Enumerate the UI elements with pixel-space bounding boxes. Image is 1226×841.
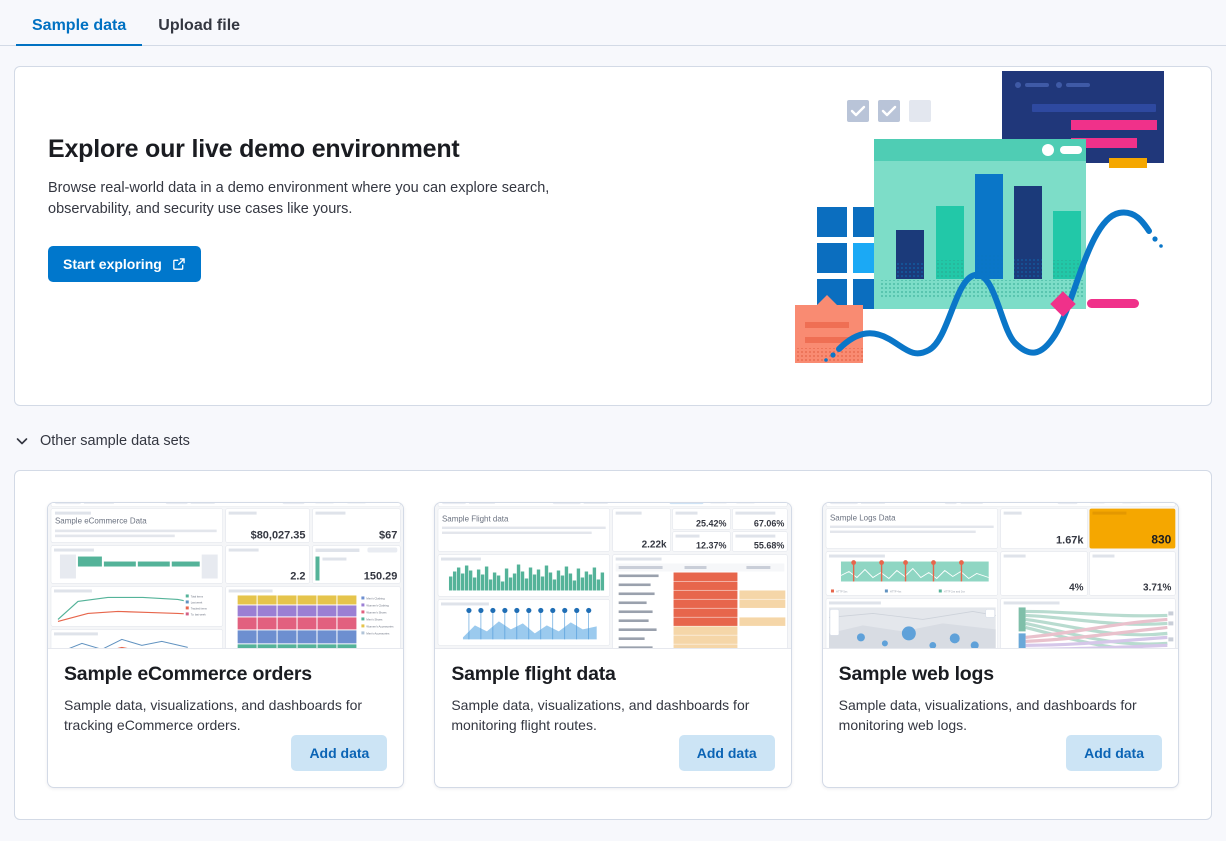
- flight-dashboard-thumbnail: Sample Flight data 2.22k 25.42% 67.06% 1…: [435, 503, 791, 649]
- sample-data-card-flights[interactable]: Sample Flight data 2.22k 25.42% 67.06% 1…: [434, 502, 792, 788]
- card-title: Sample web logs: [838, 663, 994, 685]
- svg-text:HTTP 2xx and 3xx: HTTP 2xx and 3xx: [943, 589, 965, 593]
- salmon-card: [795, 295, 863, 363]
- svg-text:12.37%: 12.37%: [696, 541, 726, 551]
- svg-text:$80,027.35: $80,027.35: [251, 530, 306, 542]
- tab-upload-file[interactable]: Upload file: [158, 17, 241, 34]
- add-data-button-flights[interactable]: Add data: [678, 735, 775, 771]
- card-footer: Add data: [435, 735, 790, 787]
- svg-text:25.42%: 25.42%: [696, 519, 726, 529]
- svg-text:$67: $67: [379, 530, 397, 542]
- tab-sample-data[interactable]: Sample data: [16, 18, 143, 46]
- teal-dashboard-window: [874, 139, 1086, 309]
- card-title: Sample flight data: [451, 663, 616, 685]
- svg-text:HTTP 5xx: HTTP 5xx: [836, 589, 848, 593]
- svg-text:Sample eCommerce Data: Sample eCommerce Data: [55, 517, 147, 526]
- card-description: Sample data, visualizations, and dashboa…: [64, 697, 363, 733]
- svg-text:Women's Clothing: Women's Clothing: [366, 603, 389, 607]
- sample-data-card-ecommerce[interactable]: Sample eCommerce Data $80,027.35 $67: [47, 502, 405, 788]
- card-footer: Add data: [823, 735, 1178, 787]
- analytics-dashboard-illustration: [789, 67, 1189, 405]
- card-description: Sample data, visualizations, and dashboa…: [451, 697, 750, 733]
- svg-text:Men's Clothing: Men's Clothing: [366, 596, 385, 600]
- svg-text:2.2: 2.2: [290, 570, 305, 582]
- svg-text:To: last week: To: last week: [191, 612, 207, 616]
- sample-data-card-weblogs[interactable]: Sample Logs Data 1.67k 830: [821, 502, 1179, 788]
- svg-text:2.22k: 2.22k: [642, 540, 667, 551]
- demo-environment-panel: Explore our live demo environment Browse…: [14, 66, 1212, 406]
- chevron-down-icon: [14, 433, 30, 449]
- card-body: Sample eCommerce orders Sample data, vis…: [48, 649, 403, 735]
- svg-text:830: 830: [1151, 533, 1171, 547]
- card-body: Sample web logs Sample data, visualizati…: [823, 649, 1178, 735]
- svg-text:Last week: Last week: [191, 600, 203, 604]
- other-sample-data-sets-toggle[interactable]: Other sample data sets: [14, 430, 1212, 452]
- svg-text:Men's Shoes: Men's Shoes: [366, 617, 383, 621]
- svg-text:Sample Logs Data: Sample Logs Data: [830, 514, 896, 523]
- hero-description: Browse real-world data in a demo environ…: [48, 180, 550, 217]
- card-title: Sample eCommerce orders: [64, 663, 312, 685]
- card-description: Sample data, visualizations, and dashboa…: [838, 697, 1137, 733]
- start-exploring-label: Start exploring: [63, 256, 162, 272]
- svg-text:Total items: Total items: [191, 594, 204, 598]
- svg-text:Women's Accessories: Women's Accessories: [366, 624, 394, 628]
- checkbox-row: [847, 100, 931, 122]
- hero-text-block: Explore our live demo environment Browse…: [48, 135, 588, 282]
- svg-text:1.67k: 1.67k: [1056, 535, 1084, 547]
- svg-text:Men's Accessories: Men's Accessories: [366, 631, 390, 635]
- svg-text:67.06%: 67.06%: [754, 519, 784, 529]
- svg-text:Sample Flight data: Sample Flight data: [442, 515, 509, 524]
- accordion-label: Other sample data sets: [40, 433, 190, 449]
- svg-text:Tracked items: Tracked items: [191, 606, 208, 610]
- weblogs-dashboard-thumbnail: Sample Logs Data 1.67k 830: [822, 503, 1178, 649]
- add-data-button-weblogs[interactable]: Add data: [1066, 735, 1162, 771]
- svg-text:HTTP 4xx: HTTP 4xx: [890, 589, 902, 593]
- svg-text:4%: 4%: [1069, 582, 1084, 593]
- card-body: Sample flight data Sample data, visualiz…: [435, 649, 790, 735]
- external-link-icon: [172, 257, 186, 271]
- tab-bar: Sample data Upload file: [0, 0, 1226, 46]
- page-title: Explore our live demo environment: [48, 135, 460, 163]
- add-data-button-ecommerce[interactable]: Add data: [291, 735, 388, 771]
- ecommerce-dashboard-thumbnail: Sample eCommerce Data $80,027.35 $67: [48, 503, 404, 649]
- svg-text:55.68%: 55.68%: [754, 541, 784, 551]
- svg-text:3.71%: 3.71%: [1143, 582, 1171, 593]
- sample-data-card-list: Sample eCommerce Data $80,027.35 $67: [14, 470, 1212, 820]
- start-exploring-button[interactable]: Start exploring: [48, 246, 201, 282]
- card-footer: Add data: [48, 735, 403, 787]
- svg-text:150.29: 150.29: [364, 570, 398, 582]
- svg-text:Women's Shoes: Women's Shoes: [366, 610, 387, 614]
